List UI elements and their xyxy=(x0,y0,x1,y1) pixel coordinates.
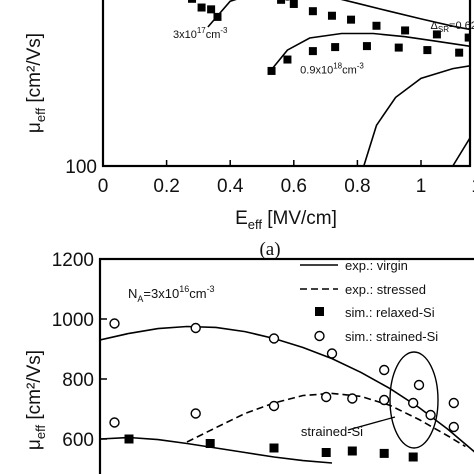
panel-b-y-axis-label: μeff [cm²/Vs] xyxy=(24,350,48,450)
legend-label-strained-si: sim.: strained-Si xyxy=(345,329,438,344)
panel-b-marker-circle xyxy=(347,393,358,404)
x-tick-label: 0.8 xyxy=(344,176,370,197)
panel-a-marker-square xyxy=(308,7,317,16)
panel-b-marker-circle xyxy=(413,379,425,391)
legend-label-virgin: exp.: virgin xyxy=(345,258,408,273)
legend-swatch-strained-si xyxy=(314,330,325,342)
panel-b-marker-square xyxy=(269,443,279,453)
panel-a-caption: (a) xyxy=(259,239,280,260)
panel-b-marker-circle xyxy=(268,400,280,412)
legend-swatch-relaxed-si xyxy=(315,307,324,316)
panel-b-marker-circle xyxy=(109,318,120,329)
panel-a-annotations: 3x1016cm-31.3x1018cm-33x1017cm-3ΔSR=0.62… xyxy=(173,20,474,76)
panel-a-annotation: ΔSR=0.62 nm xyxy=(431,20,474,34)
panel-b-marker-circle xyxy=(321,391,332,403)
panel-a-marker-square xyxy=(347,15,356,24)
panel-a-frame xyxy=(101,0,472,168)
panel-a: 0 0.2 0.4 0.6 0.8 1 1.2 100 400 3x1016cm-31.3x1… xyxy=(24,0,474,260)
panel-a-y-axis-label: μeff [cm²/Vs] xyxy=(24,33,48,133)
panel-b-marker-circle xyxy=(190,322,201,334)
panel-a-marker-square xyxy=(207,5,216,14)
panel-a-x-axis-label: Eeff [MV/cm] xyxy=(235,208,337,232)
panel-b-marker-circle xyxy=(425,409,436,421)
x-tick-label: 0.6 xyxy=(281,176,307,197)
panel-a-annotation: 0.9x1018cm-3 xyxy=(300,61,364,76)
y-tick-label: 400 xyxy=(65,0,97,3)
x-tick-label: 0.4 xyxy=(217,176,244,197)
panel-a-y-ticks: 100 400 xyxy=(65,0,110,178)
strained-si-label: strained-Si xyxy=(301,424,363,439)
panel-a-marker-square xyxy=(327,11,336,20)
panel-b-marker-circle xyxy=(448,397,459,409)
panel-a-marker-square xyxy=(277,0,286,4)
panel-b-series-line xyxy=(100,436,333,464)
panel-b-marker-square xyxy=(408,452,418,462)
panel-a-marker-square xyxy=(372,21,381,30)
panel-a-marker-square xyxy=(289,0,298,8)
panel-a-marker-square xyxy=(423,46,432,55)
panel-a-series-line xyxy=(207,0,470,31)
y-tick-label: 600 xyxy=(62,430,94,451)
panel-b-marker-square xyxy=(124,434,134,444)
legend-label-stressed: exp.: stressed xyxy=(345,282,426,297)
panel-b-marker-circle xyxy=(408,397,419,409)
panel-a-marker-square xyxy=(213,12,222,21)
panel-a-series-line xyxy=(452,136,470,166)
x-tick-label: 0 xyxy=(98,176,109,197)
strained-si-pointer xyxy=(347,416,396,431)
panel-b-plot-area xyxy=(100,318,474,464)
panel-b-marker-square xyxy=(379,448,389,458)
panel-b-marker-square xyxy=(321,448,331,457)
panel-a-series-line xyxy=(267,32,470,74)
panel-a-marker-square xyxy=(432,30,441,39)
panel-b: 600 800 1000 1200 μeff [cm²/Vs] NA=3x1016cm… xyxy=(24,250,474,474)
panel-a-marker-square xyxy=(464,33,470,42)
x-tick-label: 0.2 xyxy=(153,176,179,197)
panel-b-marker-square xyxy=(205,439,215,448)
y-tick-label: 1200 xyxy=(52,250,94,271)
panel-a-marker-square xyxy=(455,48,464,57)
panel-a-series-line xyxy=(363,64,470,166)
panel-b-series-line xyxy=(186,392,466,448)
panel-a-marker-square xyxy=(188,0,197,3)
panel-a-annotation: 3x1017cm-3 xyxy=(173,26,228,41)
panel-b-marker-circle xyxy=(268,333,280,344)
panel-b-frame xyxy=(98,257,474,474)
panel-b-series-line xyxy=(100,325,474,453)
panel-b-marker-circle xyxy=(448,421,459,433)
panel-a-marker-square xyxy=(283,55,292,64)
panel-a-marker-square xyxy=(331,43,340,52)
panel-a-marker-square xyxy=(401,26,410,35)
x-tick-label: 1 xyxy=(416,176,427,197)
panel-b-marker-circle xyxy=(326,348,338,359)
y-tick-label: 800 xyxy=(62,370,94,391)
panel-a-marker-square xyxy=(267,66,276,75)
panel-a-marker-square xyxy=(308,47,317,56)
panel-a-marker-square xyxy=(394,43,403,52)
panel-b-y-ticks: 600 800 1000 1200 xyxy=(52,250,107,451)
panel-b-marker-circle xyxy=(379,394,390,406)
strained-si-ellipse xyxy=(389,351,439,449)
x-tick-label: 1.2 xyxy=(471,176,474,197)
panel-a-marker-square xyxy=(197,3,206,12)
panel-b-doping-annotation: NA=3x1016cm-3 xyxy=(128,284,215,304)
panel-a-marker-square xyxy=(362,42,371,51)
panel-b-legend: exp.: virgin exp.: stressed sim.: relaxe… xyxy=(300,258,438,344)
panel-b-marker-square xyxy=(347,446,357,456)
panel-a-plot-area xyxy=(188,0,470,166)
panel-a-x-ticks: 0 0.2 0.4 0.6 0.8 1 1.2 xyxy=(98,160,474,197)
legend-label-relaxed-si: sim.: relaxed-Si xyxy=(345,305,435,320)
y-tick-label: 1000 xyxy=(52,310,94,331)
y-tick-label: 100 xyxy=(65,157,97,178)
panel-b-marker-circle xyxy=(379,364,390,376)
panel-b-marker-circle xyxy=(190,408,201,419)
panel-b-marker-circle xyxy=(109,417,120,428)
